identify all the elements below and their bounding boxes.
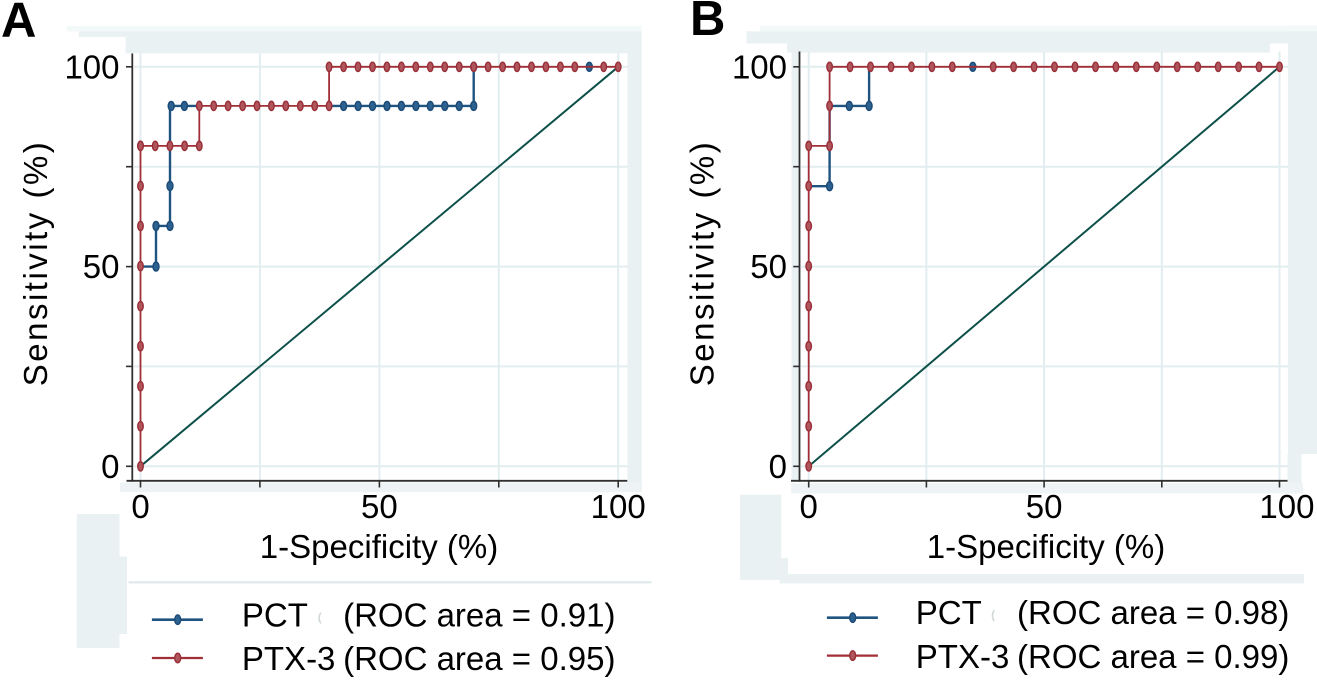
svg-text:100: 100 xyxy=(1259,488,1314,525)
svg-text:100: 100 xyxy=(591,488,646,525)
svg-text:50: 50 xyxy=(750,248,787,285)
svg-text:1-Specificity (%): 1-Specificity (%) xyxy=(260,528,498,565)
svg-text:(ROC area = 0.91): (ROC area = 0.91) xyxy=(343,597,615,634)
svg-text:A: A xyxy=(1,0,36,47)
svg-text:B: B xyxy=(690,0,725,46)
svg-text:0: 0 xyxy=(101,448,119,485)
svg-text:1-Specificity (%): 1-Specificity (%) xyxy=(927,528,1165,565)
svg-text:PTX-3: PTX-3 xyxy=(242,640,336,677)
svg-text:Sensitivity (%): Sensitivity (%) xyxy=(17,140,54,387)
svg-text:PCT: PCT xyxy=(916,594,982,631)
svg-text:50: 50 xyxy=(83,248,120,285)
svg-text:0: 0 xyxy=(131,488,149,525)
svg-text:(ROC area = 0.99): (ROC area = 0.99) xyxy=(1017,638,1289,675)
svg-text:PTX-3: PTX-3 xyxy=(916,638,1010,675)
svg-text:(ROC area = 0.98): (ROC area = 0.98) xyxy=(1017,594,1289,631)
svg-text:100: 100 xyxy=(732,48,787,85)
svg-text:(ROC area = 0.95): (ROC area = 0.95) xyxy=(343,640,615,677)
svg-text:100: 100 xyxy=(64,48,119,85)
svg-text:0: 0 xyxy=(769,448,787,485)
svg-text:50: 50 xyxy=(1026,488,1063,525)
svg-text:0: 0 xyxy=(800,488,818,525)
svg-text:PCT: PCT xyxy=(242,597,308,634)
svg-text:50: 50 xyxy=(361,488,398,525)
svg-text:Sensitivity (%): Sensitivity (%) xyxy=(683,140,720,387)
